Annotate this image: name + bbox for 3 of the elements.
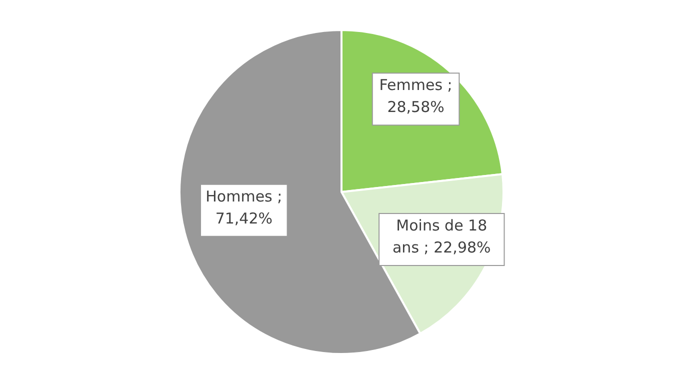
slice-label: Moins de 18 ans ; 22,98% [392, 216, 491, 256]
slice-label: Femmes ; 28,58% [379, 76, 452, 116]
slice-label: Hommes ; 71,42% [206, 187, 282, 228]
